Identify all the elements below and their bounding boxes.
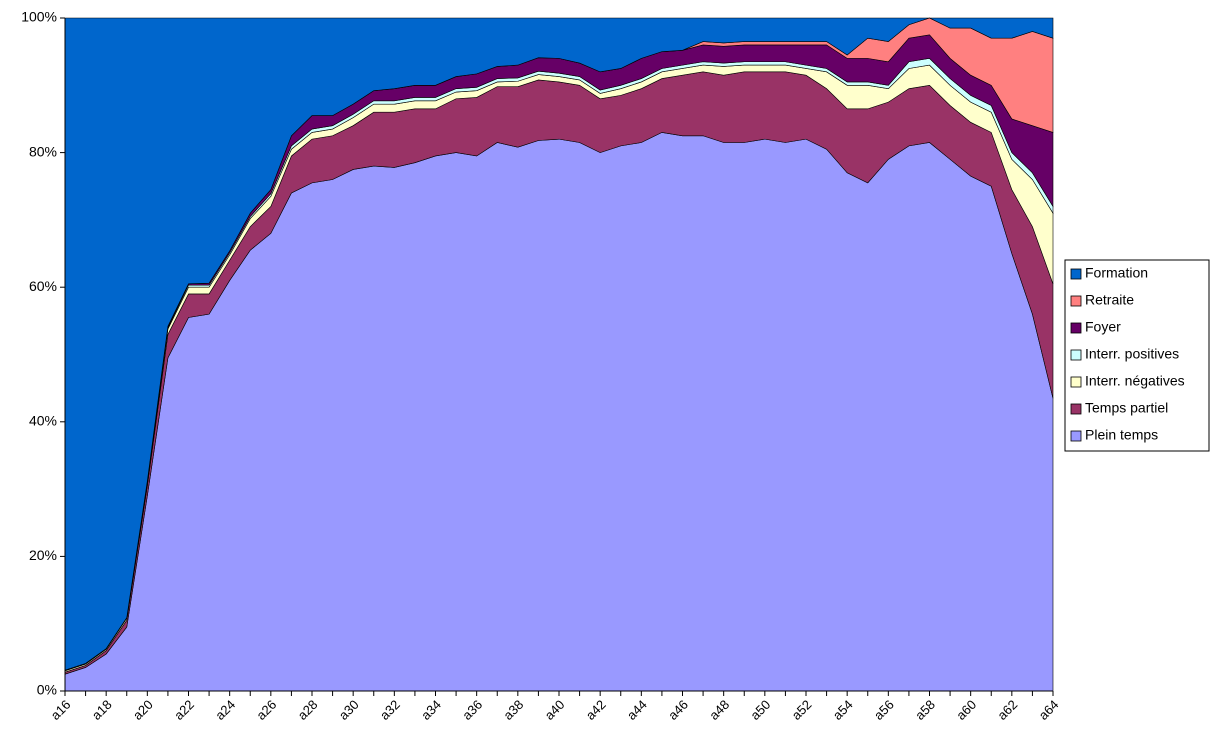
x-tick-label: a58: [912, 697, 938, 723]
x-tick-label: a38: [500, 697, 526, 723]
x-tick-label: a36: [459, 697, 485, 723]
legend-swatch: [1070, 376, 1082, 388]
y-tick-label: 20%: [29, 547, 57, 563]
x-tick-label: a18: [89, 697, 115, 723]
legend: Formation Retraite Foyer Interr. positives I…: [1064, 259, 1210, 452]
x-tick-label: a28: [295, 697, 321, 723]
x-tick-label: a32: [377, 697, 403, 723]
legend-swatch: [1070, 430, 1082, 442]
x-tick-label: a46: [665, 697, 691, 723]
legend-swatch: [1070, 322, 1082, 334]
legend-label: Formation: [1085, 265, 1148, 281]
area: [64, 17, 1054, 671]
x-tick-label: a44: [624, 697, 650, 723]
legend-swatch: [1070, 403, 1082, 415]
x-tick-label: a20: [130, 697, 156, 723]
legend-swatch: [1070, 268, 1082, 280]
legend-label: Foyer: [1085, 319, 1121, 335]
legend-box: [1064, 259, 1210, 452]
x-tick-label: a16: [48, 697, 74, 723]
y-tick-label: 80%: [29, 143, 57, 159]
x-tick-label: a60: [953, 697, 979, 723]
y-tick-label: 40%: [29, 413, 57, 429]
x-tick-label: a30: [336, 697, 362, 723]
legend-label: Interr. négatives: [1085, 373, 1185, 389]
y-tick-label: 100%: [21, 9, 57, 25]
legend-label: Plein temps: [1085, 427, 1158, 443]
x-tick-label: a42: [583, 697, 609, 723]
x-tick-label: a24: [212, 697, 238, 723]
x-tick-label: a52: [789, 697, 815, 723]
y-tick-label: 60%: [29, 278, 57, 294]
x-tick-label: a34: [418, 697, 444, 723]
x-tick-label: a26: [253, 697, 279, 723]
legend-swatch: [1070, 295, 1082, 307]
legend-label: Temps partiel: [1085, 400, 1168, 416]
x-tick-label: a64: [1036, 697, 1062, 723]
legend-swatch: [1070, 349, 1082, 361]
x-tick-label: a50: [747, 697, 773, 723]
x-tick-label: a40: [542, 697, 568, 723]
x-tick-label: a56: [871, 697, 897, 723]
y-tick-label: 0%: [37, 682, 57, 698]
x-tick-label: a54: [830, 697, 856, 723]
x-tick-label: a22: [171, 697, 197, 723]
legend-label: Interr. positives: [1085, 346, 1179, 362]
legend-label: Retraite: [1085, 292, 1134, 308]
x-tick-label: a62: [994, 697, 1020, 723]
x-tick-label: a48: [706, 697, 732, 723]
